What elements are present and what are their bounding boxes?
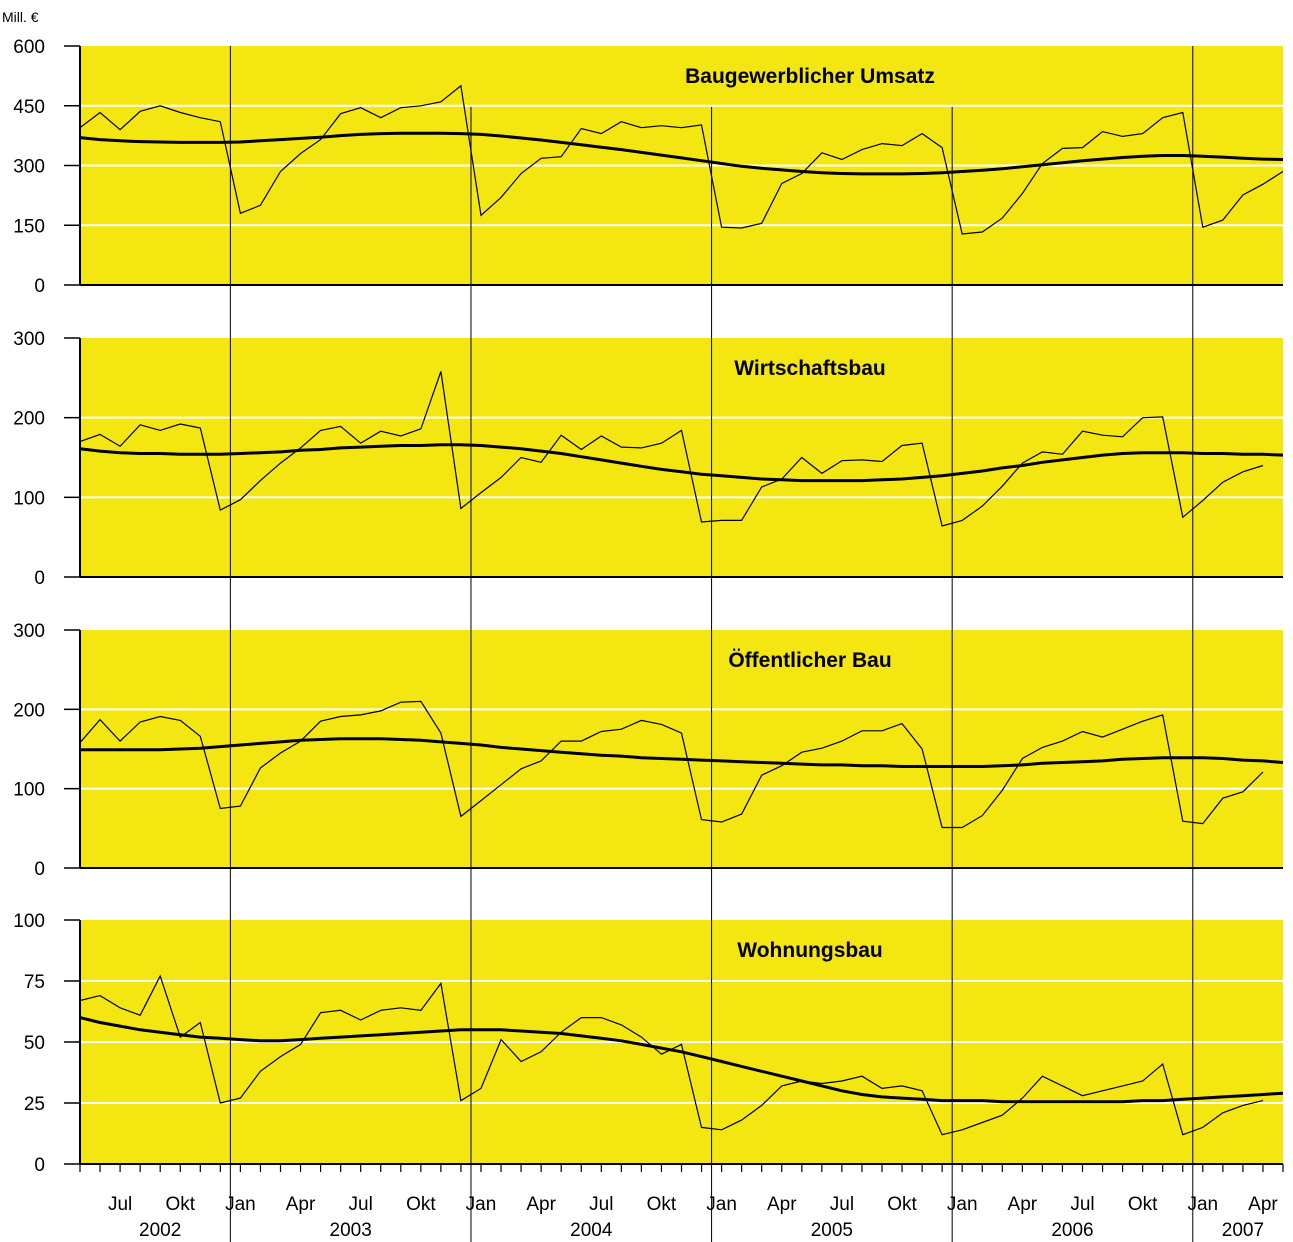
y-tick-label: 50: [24, 1033, 45, 1054]
y-tick-label: 300: [13, 329, 45, 350]
month-tick-label: Okt: [887, 1194, 917, 1215]
month-tick-label: Okt: [406, 1194, 436, 1215]
original-series-line: [79, 700, 1264, 829]
y-tick-label: 200: [13, 700, 45, 721]
month-tick-label: Jan: [947, 1194, 978, 1215]
month-tick-label: Apr: [1008, 1194, 1038, 1215]
month-tick-label: Jul: [589, 1194, 613, 1215]
y-tick-label: 75: [24, 972, 45, 993]
y-tick-label: 100: [13, 911, 45, 932]
year-label: 2005: [811, 1220, 853, 1241]
y-tick-label: 25: [24, 1094, 45, 1115]
year-divider-lines: [229, 46, 1194, 1242]
year-label: 2004: [570, 1220, 613, 1241]
trend-series-line: [79, 443, 1284, 483]
original-series-line: [79, 84, 1284, 235]
month-tick-label: Apr: [286, 1194, 316, 1215]
unit-label: Mill. €: [2, 9, 39, 25]
month-tick-label: Jul: [1070, 1194, 1094, 1215]
panel-title: Öffentlicher Bau: [728, 649, 891, 672]
panel-1: 0 150 300 450 600 Baugewerblicher Umsatz: [13, 37, 1284, 297]
panel-title: Baugewerblicher Umsatz: [685, 65, 935, 88]
month-tick-label: Jan: [466, 1194, 497, 1215]
month-tick-label: Jul: [830, 1194, 854, 1215]
y-tick-label: 0: [34, 1155, 45, 1176]
trend-series-line: [79, 1016, 1284, 1104]
panel-title: Wohnungsbau: [737, 939, 882, 962]
x-axis: Jul Okt Jan Apr Jul Okt Jan Apr Jul Okt Jan Apr Jul O…: [79, 1164, 1284, 1241]
chart-panels: 0 150 300 450 600 Baugewerblicher Umsatz 0 100 2…: [13, 37, 1284, 1176]
month-tick-label: Jan: [1187, 1194, 1218, 1215]
month-tick-label: Jul: [108, 1194, 132, 1215]
month-tick-label: Apr: [1248, 1194, 1278, 1215]
month-tick-label: Apr: [767, 1194, 797, 1215]
y-tick-label: 100: [13, 780, 45, 801]
y-tick-label: 150: [13, 216, 45, 237]
month-tick-label: Okt: [165, 1194, 195, 1215]
panel-3: 0 100 200 300 Öffentlicher Bau: [13, 621, 1284, 880]
panel-background: [80, 630, 1283, 868]
panel-background: [80, 338, 1283, 577]
y-tick-label: 600: [13, 37, 45, 58]
y-tick-label: 100: [13, 488, 45, 509]
y-tick-label: 300: [13, 621, 45, 642]
y-tick-label: 450: [13, 97, 45, 118]
year-label: 2006: [1051, 1220, 1093, 1241]
month-tick-label: Jan: [706, 1194, 737, 1215]
month-tick-label: Apr: [526, 1194, 556, 1215]
y-tick-label: 200: [13, 409, 45, 430]
year-label: 2003: [330, 1220, 372, 1241]
month-tick-label: Okt: [647, 1194, 677, 1215]
month-tick-label: Okt: [1128, 1194, 1158, 1215]
y-tick-label: 300: [13, 157, 45, 178]
year-label: 2007: [1222, 1220, 1264, 1241]
trend-series-line: [79, 131, 1284, 176]
original-series-line: [79, 371, 1264, 527]
y-tick-label: 0: [34, 859, 45, 880]
panel-4: 0 25 50 75 100 Wohnungsbau: [13, 911, 1284, 1176]
year-label: 2002: [139, 1220, 181, 1241]
month-tick-label: Jan: [225, 1194, 256, 1215]
y-tick-label: 0: [34, 568, 45, 589]
month-tick-label: Jul: [349, 1194, 373, 1215]
panel-2: 0 100 200 300 Wirtschaftsbau: [13, 329, 1284, 589]
trend-series-line: [80, 737, 1284, 768]
panel-title: Wirtschaftsbau: [734, 357, 886, 380]
y-tick-label: 0: [34, 276, 45, 297]
